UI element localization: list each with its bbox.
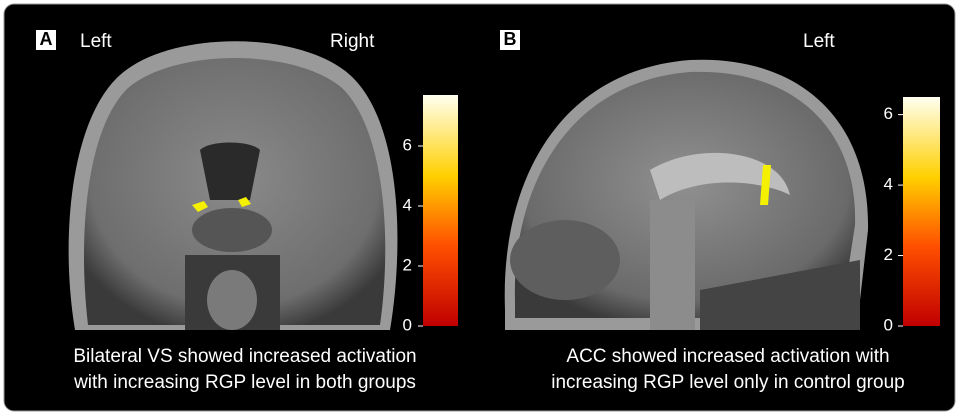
colorbar-tick-label: 4 — [403, 195, 412, 214]
orientation-label: Left — [803, 31, 835, 52]
colorbar-tick-label: 4 — [884, 175, 893, 194]
colorbar-tick-label: 6 — [884, 104, 893, 123]
caption-line: Bilateral VS showed increased activation — [73, 346, 416, 367]
colorbar-tick-label: 2 — [403, 255, 412, 274]
panel-label: B — [504, 29, 517, 49]
caption-line: with increasing RGP level in both groups — [73, 372, 416, 393]
panel-a-image — [69, 41, 398, 330]
colorbar — [423, 95, 458, 326]
caption-line: increasing RGP level only in control gro… — [551, 372, 904, 393]
orientation-label: Right — [330, 31, 375, 52]
colorbar-tick-label: 0 — [403, 315, 412, 334]
colorbar-tick-label: 2 — [884, 245, 893, 264]
colorbar-tick-label: 6 — [403, 135, 412, 154]
orientation-label: Left — [80, 31, 112, 52]
panel-label: A — [40, 29, 53, 49]
caption-line: ACC showed increased activation with — [566, 346, 889, 367]
figure: A Left Right Bilateral VS showed increas… — [0, 0, 959, 415]
colorbar-tick-label: 0 — [884, 315, 893, 334]
colorbar — [903, 97, 940, 326]
